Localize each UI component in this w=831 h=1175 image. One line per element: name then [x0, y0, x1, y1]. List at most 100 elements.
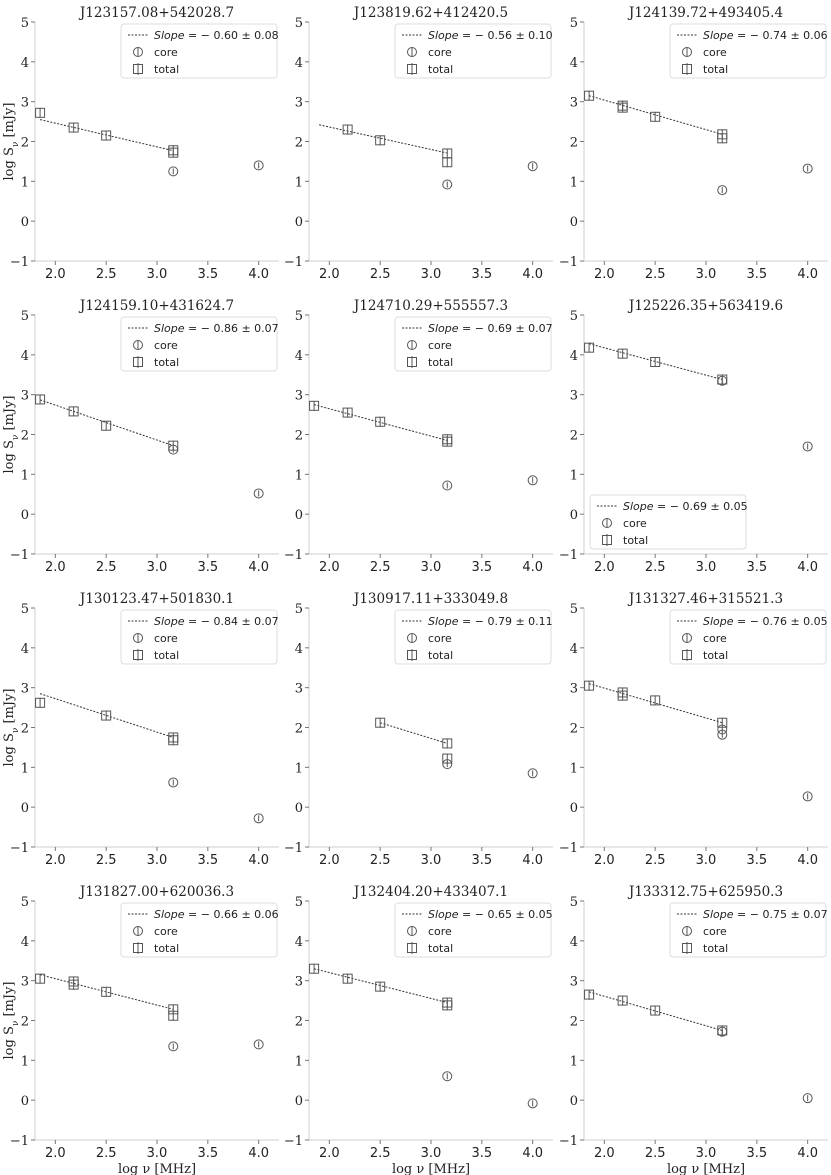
y-axis-label: log Sν [mJy]	[2, 395, 21, 473]
total-point	[650, 357, 661, 368]
core-point	[527, 768, 538, 779]
chart-panel: J131827.00+620036.3 2.0 2.5 3.0 3.5 4.0 −1 0 1 2 3…	[2, 884, 279, 1175]
legend-total-label: total	[154, 649, 179, 662]
y-tick-label: 4	[21, 349, 29, 364]
core-point	[168, 777, 179, 788]
x-tick-label: 3.5	[746, 560, 767, 575]
y-tick-label: −1	[284, 548, 303, 563]
y-axis-label: log Sν [mJy]	[2, 688, 21, 766]
legend-slope: Slope = − 0.86 ± 0.07	[154, 322, 279, 335]
core-point	[168, 1041, 179, 1052]
legend-core-swatch	[133, 926, 143, 936]
x-tick-label: 3.0	[696, 560, 717, 575]
x-tick-label: 3.5	[197, 1146, 218, 1161]
y-tick-label: 3	[21, 96, 29, 111]
legend-total-label: total	[154, 942, 179, 955]
y-tick-label: 1	[21, 1054, 29, 1069]
y-tick-label: −1	[559, 841, 578, 856]
chart-panel: J130917.11+333049.8 2.0 2.5 3.0 3.5 4.0 −1 0 1 2 3…	[284, 591, 553, 868]
legend-total-label: total	[428, 649, 453, 662]
core-point	[717, 185, 728, 196]
total-point	[35, 973, 46, 984]
total-point	[584, 342, 595, 353]
core-point	[802, 441, 813, 452]
core-marker	[253, 160, 264, 171]
slope-label: Slope	[428, 322, 459, 335]
total-point	[101, 986, 112, 997]
slope-value: = − 0.56 ± 0.10	[459, 29, 553, 42]
y-axis-label-subscript: ν	[11, 728, 21, 733]
fit-line	[588, 683, 723, 724]
legend-total-label: total	[154, 63, 179, 76]
slope-value: = − 0.84 ± 0.07	[185, 615, 279, 628]
total-point	[617, 348, 628, 359]
core-marker	[802, 441, 813, 452]
legend-box	[120, 23, 278, 79]
chart-title: J132404.20+433407.1	[352, 884, 508, 900]
y-axis-label-subscript: ν	[11, 142, 21, 147]
core-marker	[168, 777, 179, 788]
core-point	[527, 1098, 538, 1109]
legend: Slope = − 0.84 ± 0.07 core total	[120, 609, 279, 665]
y-tick-label: 0	[570, 215, 578, 230]
x-tick-label: 3.0	[147, 853, 168, 868]
legend-slope: Slope = − 0.69 ± 0.07	[428, 322, 553, 335]
legend-core-label: core	[703, 632, 727, 645]
legend-total-label: total	[428, 942, 453, 955]
slope-value: = − 0.75 ± 0.07	[734, 908, 828, 921]
chart-title: J124710.29+555557.3	[352, 298, 508, 314]
total-point	[442, 436, 453, 447]
legend-slope: Slope = − 0.69 ± 0.05	[623, 500, 748, 513]
y-tick-label: 1	[295, 175, 303, 190]
legend-core-label: core	[428, 339, 452, 352]
y-tick-label: 0	[21, 215, 29, 230]
total-point	[650, 695, 661, 706]
total-point	[375, 717, 386, 728]
y-tick-label: 3	[295, 389, 303, 404]
legend-slope: Slope = − 0.60 ± 0.08	[154, 29, 279, 42]
core-marker	[527, 1098, 538, 1109]
legend-total-label: total	[703, 63, 728, 76]
y-tick-label: 0	[21, 508, 29, 523]
core-point	[527, 161, 538, 172]
legend: Slope = − 0.56 ± 0.10 core total	[394, 23, 553, 79]
legend-core-swatch	[682, 633, 692, 643]
x-tick-label: 3.5	[746, 267, 767, 282]
slope-value: = − 0.76 ± 0.05	[734, 615, 828, 628]
slope-value: = − 0.86 ± 0.07	[185, 322, 279, 335]
y-tick-label: 4	[570, 935, 578, 950]
y-tick-label: 2	[570, 1015, 578, 1030]
x-tick-label: 4.0	[248, 267, 269, 282]
total-point	[68, 122, 79, 133]
core-point	[442, 480, 453, 491]
core-marker	[168, 166, 179, 177]
y-axis-label-main: log S	[2, 440, 17, 473]
legend-core-label: core	[428, 925, 452, 938]
x-tick-label: 4.0	[797, 853, 818, 868]
y-tick-label: 2	[295, 722, 303, 737]
legend-box	[394, 23, 552, 79]
slope-label: Slope	[703, 29, 734, 42]
total-point	[342, 973, 353, 984]
fit-line	[39, 399, 174, 447]
x-tick-label: 2.5	[370, 1146, 391, 1161]
legend-core-swatch	[133, 633, 143, 643]
y-tick-label: 1	[570, 761, 578, 776]
total-point	[375, 416, 386, 427]
y-tick-label: 5	[295, 895, 303, 910]
x-tick-label: 2.0	[319, 853, 340, 868]
x-tick-label: 3.0	[696, 1146, 717, 1161]
x-tick-label: 2.0	[319, 1146, 340, 1161]
x-tick-label: 4.0	[248, 853, 269, 868]
slope-label: Slope	[428, 908, 459, 921]
y-tick-label: 0	[295, 801, 303, 816]
x-axis-label: log ν [MHz]	[392, 1162, 470, 1175]
core-marker	[527, 768, 538, 779]
x-tick-label: 3.0	[421, 560, 442, 575]
legend-box	[669, 902, 827, 958]
slope-label: Slope	[428, 29, 459, 42]
x-tick-label: 2.5	[96, 267, 117, 282]
total-point	[442, 148, 453, 159]
x-tick-label: 3.0	[696, 853, 717, 868]
